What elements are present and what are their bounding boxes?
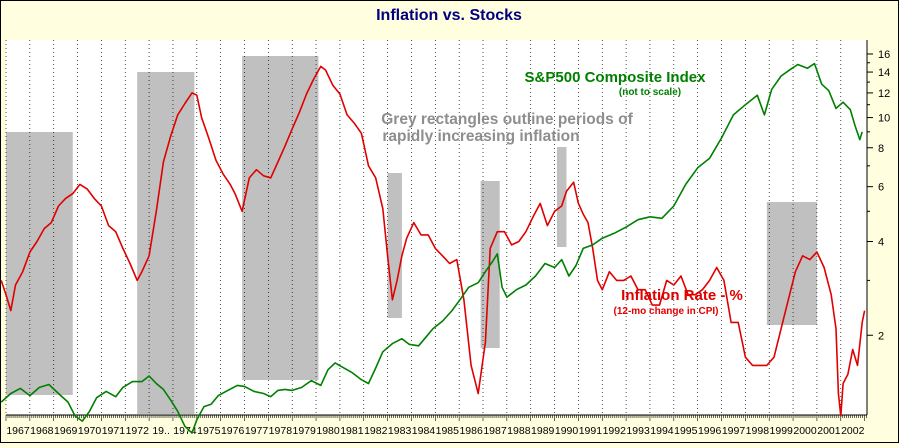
x-tick-label: 1971: [102, 425, 126, 437]
x-tick-label: 1995: [674, 425, 698, 437]
stocks-title: S&P500 Composite Index: [525, 69, 707, 86]
x-tick-label: 1992: [603, 425, 627, 437]
x-tick-label: 1990: [555, 425, 579, 437]
x-tick-label: 1987: [483, 425, 507, 437]
x-tick-label: 1985: [436, 425, 460, 437]
shaded-period: [137, 72, 195, 414]
x-tick-label: 1999: [770, 425, 794, 437]
x-tick-label: 1980: [316, 425, 340, 437]
inflation-line: [0, 65, 866, 417]
x-tick-label: 1969: [54, 425, 78, 437]
shaded-period: [556, 147, 567, 247]
x-tick-label: 1970: [78, 425, 102, 437]
y-tick-label: 2: [878, 330, 884, 342]
x-tick-label: 19..: [152, 425, 170, 437]
plot-area: [6, 40, 867, 415]
x-tick-label: 1986: [459, 425, 483, 437]
x-tick-label: 2001: [817, 425, 841, 437]
inflation-note: (12-mo change in CPI): [613, 306, 718, 317]
y-tick-label: 10: [878, 113, 890, 125]
y-tick-label: 6: [878, 182, 884, 194]
inflation-title: Inflation Rate - %: [621, 287, 743, 304]
shaded-period: [766, 202, 817, 325]
x-tick-label: 1982: [364, 425, 388, 437]
y-tick-label: 14: [878, 67, 890, 79]
y-tick-label: 16: [878, 49, 890, 61]
shaded-period: [387, 173, 402, 318]
x-tick-label: 1998: [746, 425, 770, 437]
x-tick-label: 1979: [293, 425, 317, 437]
x-tick-label: 1991: [579, 425, 603, 437]
x-tick-label: 1976: [221, 425, 245, 437]
x-tick-label: 2000: [793, 425, 817, 437]
x-tick-label: 1972: [126, 425, 150, 437]
x-tick-label: 1994: [650, 425, 674, 437]
shaded-period: [242, 56, 319, 380]
sp500-line: [0, 62, 863, 434]
shaded-period: [6, 132, 73, 395]
x-tick-label: 1978: [269, 425, 293, 437]
x-tick-label: 1967: [6, 425, 30, 437]
chart-title: Inflation vs. Stocks: [376, 7, 522, 24]
y-tick-label: 4: [878, 237, 884, 249]
x-tick-label: 1993: [626, 425, 650, 437]
x-tick-label: 1975: [197, 425, 221, 437]
x-tick-label: 1983: [388, 425, 412, 437]
x-tick-label: 2002: [841, 425, 865, 437]
y-tick-label: 8: [878, 143, 884, 155]
x-tick-label: 1981: [340, 425, 364, 437]
x-tick-label: 1997: [722, 425, 746, 437]
x-tick-label: 1996: [698, 425, 722, 437]
x-tick-label: 1984: [412, 425, 436, 437]
grey-note-line1: Grey rectangles outline periods of: [381, 111, 633, 128]
x-tick-label: 1989: [531, 425, 555, 437]
x-tick-label: 1988: [507, 425, 531, 437]
x-tick-label: 1974: [173, 425, 197, 437]
grey-note-line2: rapidly increasing inflation: [382, 128, 579, 145]
x-tick-label: 1968: [30, 425, 54, 437]
stocks-note: (not to scale): [619, 87, 681, 98]
y-tick-label: 12: [878, 88, 890, 100]
x-tick-label: 1977: [245, 425, 269, 437]
